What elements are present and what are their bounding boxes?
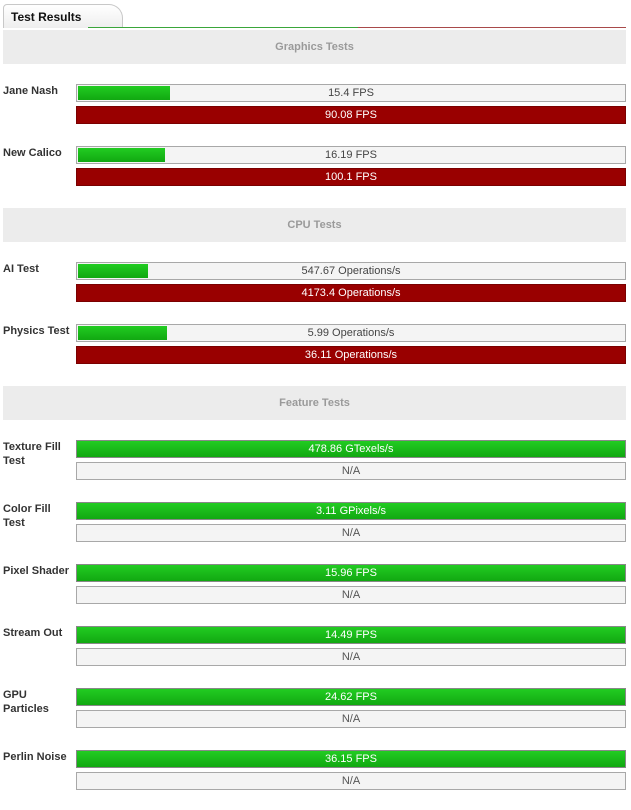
- reference-bar: N/A: [76, 586, 626, 604]
- test-label: Texture Fill Test: [3, 441, 61, 467]
- result-value: 14.49 FPS: [325, 629, 377, 641]
- tab-divider-red: [358, 27, 626, 28]
- reference-bar: N/A: [76, 462, 626, 480]
- reference-value: 90.08 FPS: [325, 109, 377, 121]
- result-bar-fill: [78, 86, 170, 100]
- reference-bar: 4173.4 Operations/s: [76, 284, 626, 302]
- test-label: Stream Out: [3, 627, 63, 639]
- result-value: 36.15 FPS: [325, 753, 377, 765]
- result-bar: 15.96 FPS: [76, 564, 626, 582]
- result-value: 3.11 GPixels/s: [315, 505, 387, 517]
- tab-divider-green: [88, 27, 358, 28]
- result-value: 15.96 FPS: [325, 567, 377, 579]
- result-bar: 36.15 FPS: [76, 750, 626, 768]
- reference-bar: 36.11 Operations/s: [76, 346, 626, 364]
- reference-value: 4173.4 Operations/s: [301, 287, 401, 299]
- result-bar: 5.99 Operations/s: [76, 324, 626, 342]
- tab-bar: Test Results: [0, 0, 631, 30]
- result-row-new-calico: New Calico 16.19 FPS 100.1 FPS: [0, 146, 631, 188]
- reference-value: N/A: [341, 651, 361, 663]
- result-bar-fill: [78, 148, 165, 162]
- result-value: 5.99 Operations/s: [307, 327, 395, 339]
- result-bar: 547.67 Operations/s: [76, 262, 626, 280]
- reference-bar: 90.08 FPS: [76, 106, 626, 124]
- result-bar: 14.49 FPS: [76, 626, 626, 644]
- section-title: Graphics Tests: [275, 41, 354, 53]
- reference-bar: N/A: [76, 710, 626, 728]
- test-label: New Calico: [3, 147, 62, 159]
- test-label: Jane Nash: [3, 85, 59, 97]
- test-label: Physics Test: [3, 325, 70, 337]
- test-label: Color Fill Test: [3, 503, 51, 529]
- result-row-physics-test: Physics Test 5.99 Operations/s 36.11 Ope…: [0, 324, 631, 366]
- reference-value: 36.11 Operations/s: [304, 349, 398, 361]
- result-row-pixel-shader: Pixel Shader 15.96 FPS N/A: [0, 564, 631, 606]
- tab-label: Test Results: [11, 10, 82, 24]
- result-bar-fill: [78, 326, 167, 340]
- result-value: 24.62 FPS: [325, 691, 377, 703]
- result-bar: 15.4 FPS: [76, 84, 626, 102]
- reference-value: 100.1 FPS: [325, 171, 377, 183]
- reference-value: N/A: [341, 775, 361, 787]
- result-row-ai-test: AI Test 547.67 Operations/s 4173.4 Opera…: [0, 262, 631, 304]
- result-bar: 478.86 GTexels/s: [76, 440, 626, 458]
- test-label: GPU Particles: [3, 689, 49, 715]
- result-value: 16.19 FPS: [325, 149, 377, 161]
- result-row-color-fill: Color Fill Test 3.11 GPixels/s N/A: [0, 502, 631, 544]
- result-value: 478.86 GTexels/s: [308, 443, 394, 455]
- result-row-gpu-particles: GPU Particles 24.62 FPS N/A: [0, 688, 631, 730]
- section-title: Feature Tests: [279, 397, 350, 409]
- result-value: 547.67 Operations/s: [301, 265, 401, 277]
- reference-value: N/A: [341, 589, 361, 601]
- result-row-perlin-noise: Perlin Noise 36.15 FPS N/A: [0, 750, 631, 792]
- section-header-cpu: CPU Tests: [3, 208, 626, 242]
- test-label: AI Test: [3, 263, 39, 275]
- tab-test-results[interactable]: Test Results: [3, 4, 123, 28]
- reference-bar: N/A: [76, 648, 626, 666]
- result-value: 15.4 FPS: [328, 87, 374, 99]
- result-bar-fill: [78, 264, 148, 278]
- reference-value: N/A: [341, 465, 361, 477]
- result-bar: 16.19 FPS: [76, 146, 626, 164]
- result-row-stream-out: Stream Out 14.49 FPS N/A: [0, 626, 631, 668]
- section-header-graphics: Graphics Tests: [3, 30, 626, 64]
- test-label: Perlin Noise: [3, 751, 67, 763]
- reference-value: N/A: [341, 713, 361, 725]
- test-label: Pixel Shader: [3, 565, 70, 577]
- result-row-jane-nash: Jane Nash 15.4 FPS 90.08 FPS: [0, 84, 631, 126]
- result-row-texture-fill: Texture Fill Test 478.86 GTexels/s N/A: [0, 440, 631, 482]
- result-bar: 24.62 FPS: [76, 688, 626, 706]
- reference-value: N/A: [341, 527, 361, 539]
- reference-bar: 100.1 FPS: [76, 168, 626, 186]
- section-title: CPU Tests: [287, 219, 342, 231]
- reference-bar: N/A: [76, 772, 626, 790]
- section-header-feature: Feature Tests: [3, 386, 626, 420]
- reference-bar: N/A: [76, 524, 626, 542]
- result-bar: 3.11 GPixels/s: [76, 502, 626, 520]
